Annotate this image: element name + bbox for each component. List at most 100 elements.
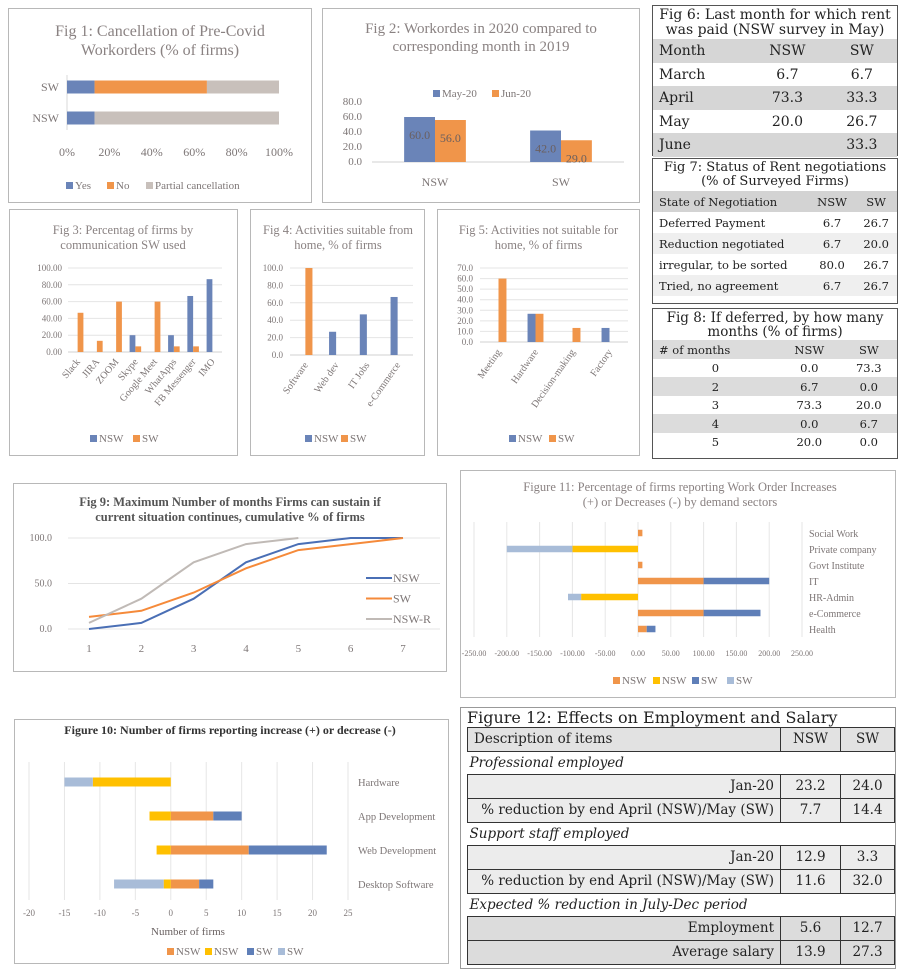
fig10-tick-label: -10: [94, 908, 106, 918]
fig2-data-label: 29.0: [566, 151, 587, 165]
fig11-legend-swatch: [653, 677, 660, 684]
fig1-legend-swatch: [146, 182, 153, 189]
fig5-legend-label: NSW: [518, 433, 543, 445]
fig5-category-label: Meeting: [476, 347, 504, 381]
fig3-tick-label: 80.00: [42, 280, 63, 290]
fig2-tick-label: 60.0: [343, 111, 363, 123]
table-cell: 0.0: [859, 435, 878, 450]
fig2-data-label: 60.0: [409, 128, 430, 142]
fig2-bar: [530, 130, 561, 162]
table-cell: 0: [711, 361, 720, 376]
fig2-legend-label: Jun-20: [501, 88, 531, 100]
fig3-legend-swatch: [133, 435, 140, 442]
fig2-panel: [322, 8, 640, 203]
table-cell: 73.3: [796, 398, 823, 413]
table-row: April 73.3 33.3: [653, 86, 897, 110]
fig3-legend-swatch: [90, 435, 97, 442]
table-row: % reduction by end April (NSW)/May (SW) 1…: [467, 868, 895, 894]
table-cell: 4: [653, 414, 778, 433]
fig1-panel: [8, 8, 312, 203]
column-header: SW: [840, 340, 897, 359]
table-cell: March: [659, 66, 706, 83]
table-cell: Tried, no agreement: [653, 275, 809, 297]
table-cell: 27.3: [840, 939, 895, 965]
fig11-tick-label: 100.00: [693, 649, 715, 658]
fig1-tick-label: 40%: [141, 145, 163, 159]
header-row: # of months NSW SW: [653, 340, 897, 359]
fig3-tick-label: 20.00: [42, 330, 63, 340]
fig11-category-label: e-Commerce: [809, 609, 861, 620]
fig10-panel: [14, 719, 449, 964]
fig5-bar: [527, 313, 536, 342]
fig5-tick-label: 70.0: [457, 263, 473, 273]
fig1-tick-label: 20%: [98, 145, 120, 159]
fig5-tick-label: 20.0: [457, 316, 473, 326]
table-row: Jan-20 23.2 24.0: [467, 773, 895, 799]
fig3-category-label: Slack: [60, 357, 83, 381]
fig1-legend-swatch: [66, 182, 73, 189]
fig11-tick-label: -50.00: [595, 649, 616, 658]
table-cell: 14.4: [840, 797, 895, 823]
column-header: NSW: [777, 340, 841, 359]
fig4-bar: [329, 331, 337, 355]
fig4-tick-label: 100.0: [263, 263, 284, 273]
fig10-legend-swatch: [167, 948, 174, 955]
fig10-tick-label: 15: [273, 908, 283, 918]
fig11-category-label: Govt Institute: [809, 561, 865, 572]
fig3-bar: [168, 335, 174, 352]
fig3-tick-label: 40.00: [42, 313, 63, 323]
fig7-grid: State of Negotiation NSW SW Deferred Paymen…: [653, 191, 897, 297]
fig3-panel: [9, 209, 238, 456]
table-cell: 3: [711, 398, 720, 413]
fig4-legend-label: NSW: [314, 433, 339, 445]
table-cell: 0.0: [840, 377, 897, 396]
table-row: March 6.7 6.7: [653, 63, 897, 87]
fig10-legend-label: SW: [287, 946, 304, 958]
table-cell: 26.7: [863, 215, 889, 230]
fig3-bar: [193, 346, 199, 352]
fig4-tick-label: 60.0: [267, 298, 283, 308]
table-cell: 26.7: [863, 257, 889, 272]
fig4-title: Fig 4: Activities suitable from home, % …: [263, 223, 413, 252]
fig10-legend-swatch: [205, 948, 212, 955]
table-cell: 13.9: [779, 939, 842, 965]
fig11-bar: [638, 561, 643, 569]
table-cell: 26.7: [846, 113, 878, 130]
fig3-bar: [77, 312, 84, 352]
fig5-title: Fig 5: Activities not suitable for home,…: [458, 223, 619, 252]
fig10-bar: [199, 879, 214, 889]
fig5-legend-swatch: [549, 435, 556, 442]
table-cell: 2: [653, 377, 778, 396]
table-cell: 6.7: [777, 377, 841, 396]
fig10-tick-label: -15: [58, 908, 70, 918]
table-cell: 23.2: [779, 773, 842, 799]
fig11-category-label: Health: [809, 625, 836, 636]
fig5-category-label: Factory: [588, 347, 615, 378]
fig9-series-line: [88, 537, 299, 624]
table-cell: June: [653, 133, 749, 157]
fig3-bar: [173, 346, 180, 352]
column-header: State of Negotiation: [653, 191, 809, 213]
fig7-table: Fig 7: Status of Rent negotiations (% of…: [652, 158, 898, 304]
fig2-tick-label: 20.0: [343, 141, 363, 153]
table-row: June 33.3: [653, 133, 897, 157]
section-heading: Professional employed: [467, 751, 895, 775]
fig5-tick-label: 40.0: [457, 295, 473, 305]
fig12-title: Figure 12: Effects on Employment and Sal…: [467, 708, 838, 727]
fig11-bar: [581, 593, 638, 601]
fig9-legend-label: NSW: [393, 571, 420, 585]
table-cell: 5.6: [779, 915, 842, 941]
fig10-legend-label: NSW: [176, 946, 201, 958]
fig9-series-line: [88, 537, 404, 618]
fig2-tick-label: 40.0: [343, 126, 363, 138]
table-row: 5 20.0 0.0: [653, 433, 897, 452]
fig1-legend-label: Partial cancellation: [155, 180, 240, 192]
table-cell: 26.7: [855, 275, 897, 297]
fig2-bar: [435, 120, 466, 162]
column-header: SW: [826, 39, 897, 63]
column-header: Month: [653, 39, 749, 63]
table-row: Jan-20 12.9 3.3: [467, 844, 895, 870]
fig11-tick-label: 0.00: [631, 649, 645, 658]
table-cell: 6.7: [822, 215, 842, 230]
table-cell: 33.3: [826, 86, 897, 110]
